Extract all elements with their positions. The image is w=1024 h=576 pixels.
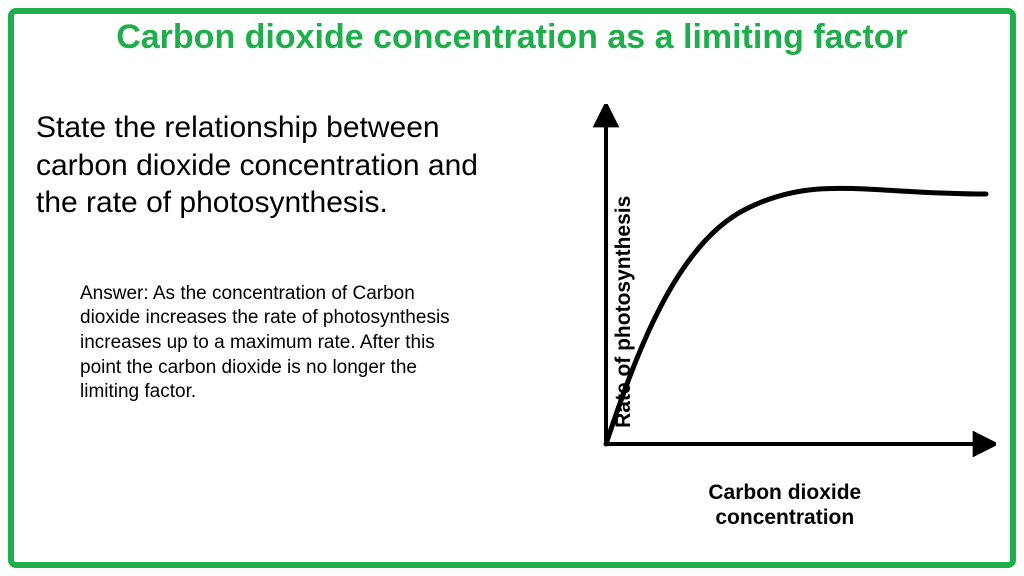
slide-title: Carbon dioxide concentration as a limiti…	[14, 18, 1010, 57]
text-column: State the relationship between carbon di…	[36, 109, 506, 405]
curve-path	[606, 188, 986, 444]
x-axis-label: Carbon dioxide concentration	[708, 480, 861, 530]
chart-svg	[576, 104, 996, 474]
answer-text: Answer: As the concentration of Carbon d…	[80, 282, 460, 405]
saturation-chart: Rate of photosynthesis Carbon dioxide co…	[516, 104, 996, 534]
question-text: State the relationship between carbon di…	[36, 109, 506, 222]
slide-frame: Carbon dioxide concentration as a limiti…	[8, 8, 1016, 568]
